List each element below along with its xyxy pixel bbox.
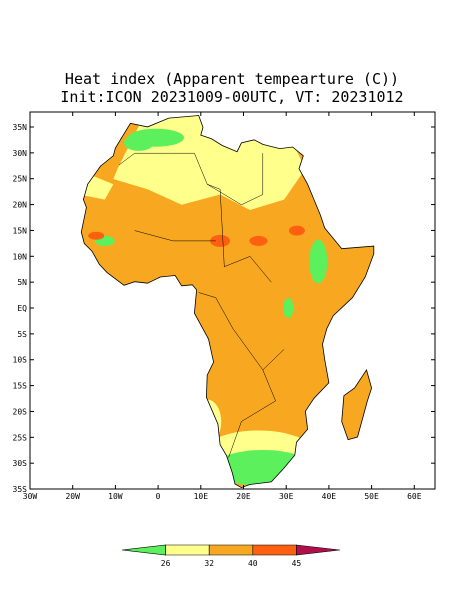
lat-label: 5N [17, 278, 27, 287]
lon-label: 50E [364, 492, 379, 501]
lon-label: 30E [279, 492, 294, 501]
lon-label: 30W [23, 492, 38, 501]
colorbar-label: 40 [248, 559, 258, 568]
border [118, 152, 264, 206]
lat-label: 20S [13, 407, 28, 416]
border [228, 369, 276, 458]
land [341, 369, 372, 440]
colorbar-label: 45 [292, 559, 302, 568]
lon-label: 10W [108, 492, 123, 501]
lat-label: 35S [13, 485, 28, 494]
lat-label: 30N [13, 149, 28, 158]
coast [341, 368, 373, 441]
lat-label: 30S [13, 459, 28, 468]
colorbar-swatch [208, 544, 254, 556]
field-zone [249, 235, 268, 246]
border [198, 292, 285, 371]
lat-label: 15S [13, 382, 28, 391]
field-zone [288, 225, 305, 236]
lat-label: 10S [13, 356, 28, 365]
border [207, 183, 272, 283]
lat-label: 5S [17, 330, 27, 339]
lon-label: 10E [194, 492, 209, 501]
border [134, 230, 216, 242]
axis-ticks: 35N 30N 25N 20N 15N 10N 5N EQ 5S 10S 15S 20S 25S 30S 3… [13, 112, 435, 501]
colorbar: 26 32 40 45 [121, 544, 341, 568]
field-zone [123, 134, 154, 151]
lat-label: 35N [13, 123, 28, 132]
lon-label: 60E [407, 492, 422, 501]
field-zone [88, 231, 105, 240]
lat-label: 20N [13, 201, 28, 210]
colorbar-swatch [296, 544, 341, 556]
lon-label: 40E [322, 492, 337, 501]
colorbar-label: 32 [204, 559, 214, 568]
colorbar-swatch [165, 544, 210, 556]
land [81, 115, 374, 488]
lon-label: 0 [156, 492, 161, 501]
lat-label: 10N [13, 252, 28, 261]
field-zone [283, 298, 294, 318]
subtitle: Init:ICON 20231009-00UTC, VT: 20231012 [60, 88, 403, 106]
lat-label: 15N [13, 226, 28, 235]
lat-label: 25N [13, 175, 28, 184]
map-frame [29, 111, 436, 490]
field-zone [210, 234, 231, 247]
lat-label: EQ [17, 304, 27, 313]
lon-label: 20E [236, 492, 251, 501]
colorbar-swatch [252, 544, 297, 556]
title: Heat index (Apparent tempearture (C)) [65, 70, 399, 88]
coast [80, 115, 375, 489]
field-zone [309, 239, 328, 284]
map [80, 115, 375, 489]
lon-label: 20W [65, 492, 80, 501]
lat-label: 25S [13, 433, 28, 442]
colorbar-label: 26 [161, 559, 171, 568]
